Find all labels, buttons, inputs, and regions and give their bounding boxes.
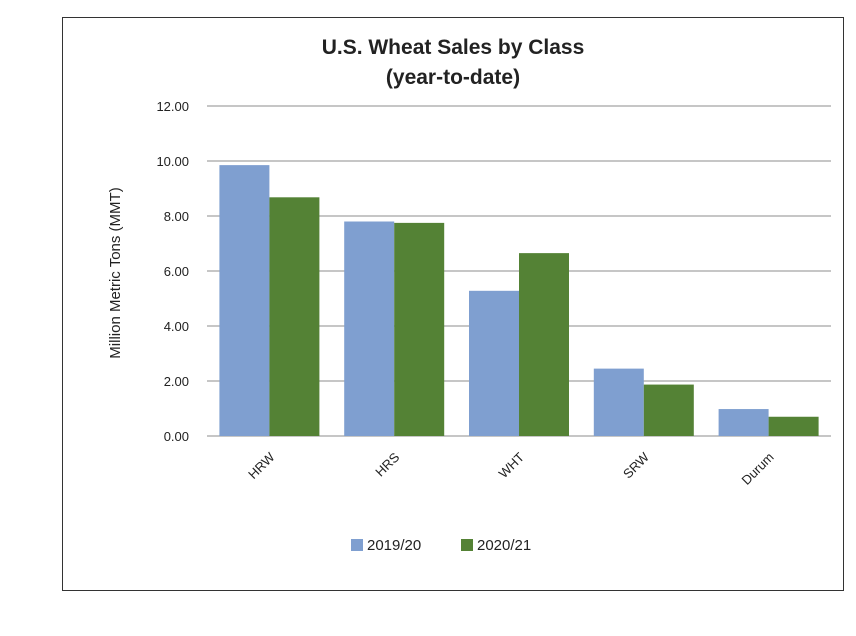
x-tick-label: WHT	[496, 449, 528, 481]
y-tick-label: 12.00	[156, 99, 189, 114]
legend-swatch	[461, 539, 473, 551]
legend-swatch	[351, 539, 363, 551]
y-tick-label: 0.00	[164, 429, 189, 444]
y-tick-label: 6.00	[164, 264, 189, 279]
bar-srw-2020-21	[643, 384, 694, 436]
y-axis-label: Million Metric Tons (MMT)	[107, 187, 124, 358]
bar-hrs-2019-20	[344, 221, 395, 436]
chart-frame: U.S. Wheat Sales by Class (year-to-date)…	[62, 17, 844, 591]
legend: 2019/20 2020/21	[351, 537, 531, 554]
y-tick-label: 8.00	[164, 209, 189, 224]
bar-wht-2019-20	[469, 290, 519, 436]
bar-hrw-2019-20	[219, 165, 270, 436]
y-tick-label: 2.00	[164, 374, 189, 389]
x-tick-label: Durum	[739, 450, 777, 488]
chart-title: U.S. Wheat Sales by Class	[322, 36, 585, 59]
bar-durum-2019-20	[718, 409, 769, 436]
bar-durum-2020-21	[768, 416, 819, 436]
legend-label: 2019/20	[367, 537, 421, 554]
bar-layer	[219, 165, 819, 436]
y-tick-label: 10.00	[156, 154, 189, 169]
x-tick-label: SRW	[620, 449, 652, 481]
bar-hrs-2020-21	[394, 222, 445, 436]
chart-subtitle: (year-to-date)	[386, 66, 520, 89]
x-tick-label: HRS	[372, 449, 402, 479]
y-tick-label: 4.00	[164, 319, 189, 334]
legend-label: 2020/21	[477, 537, 531, 554]
x-tick-label: HRW	[245, 449, 278, 482]
y-tick-labels: 0.00 2.00 4.00 6.00 8.00 10.00 12.00	[156, 99, 189, 444]
chart-svg: U.S. Wheat Sales by Class (year-to-date)…	[107, 36, 831, 554]
x-tick-labels: HRW HRS WHT SRW Durum	[245, 449, 777, 488]
bar-wht-2020-21	[519, 253, 569, 436]
bar-srw-2019-20	[593, 368, 644, 436]
bar-hrw-2020-21	[269, 197, 320, 436]
